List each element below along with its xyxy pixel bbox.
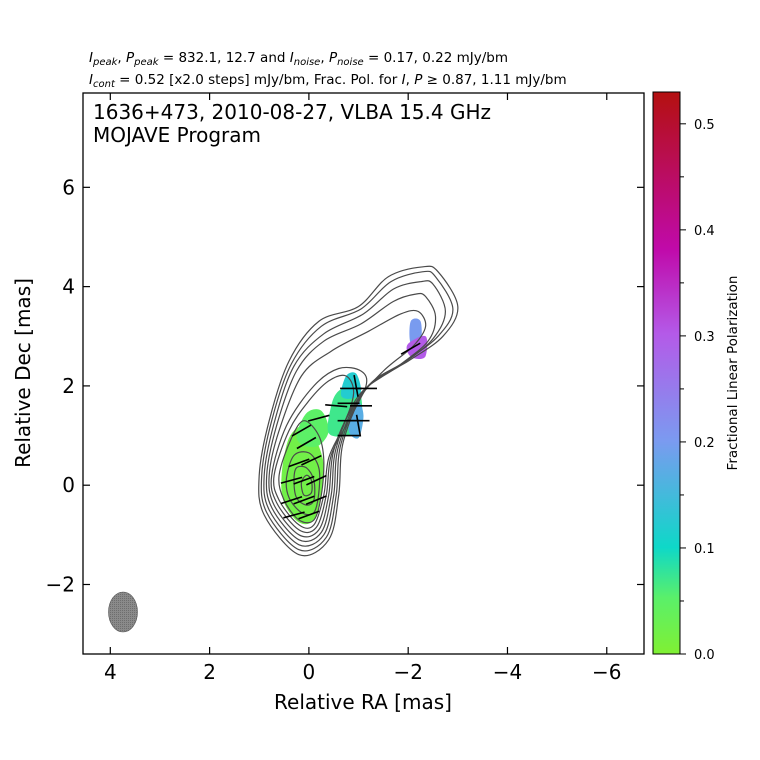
x-tick-label-5: −6 [592,660,621,684]
evpa-tick-8 [283,511,305,519]
colorbar-ticks: 0.0 0.1 0.2 0.3 0.4 0.5 [680,118,715,663]
colorbar-tick-label-2: 0.2 [694,436,715,451]
colorbar-tick-label-0: 0.0 [694,648,715,663]
header-line-1: Ipeak, Ppeak = 832.1, 12.7 and Inoise, P… [89,50,508,68]
contour-level-2 [260,270,454,552]
header-line-2: Icont = 0.52 [x2.0 steps] mJy/bm, Frac. … [89,72,567,90]
evpa-tick-3 [293,495,315,505]
evpa-tick-1 [280,476,303,484]
contour-level-4 [265,292,437,543]
evpa-tick-12 [307,414,330,422]
colorbar-tick-label-1: 0.1 [694,542,715,557]
contour-level-3 [263,280,447,547]
evpa-tick-13 [325,404,348,408]
evpa-tick-21 [353,374,359,397]
colorbar-label: Fractional Linear Polarization [725,276,741,471]
evpa-tick-10 [291,424,312,437]
x-tick-label-2: 0 [303,660,316,684]
y-axis-label: Relative Dec [mas] [11,278,35,468]
contour-level-1 [258,265,459,557]
evpa-tick-4 [280,495,303,505]
evpa-tick-23 [400,342,421,355]
y-ticks: −2 0 2 4 6 [46,175,644,596]
x-tick-label-0: 4 [104,660,117,684]
colorbar-tick-label-4: 0.4 [694,224,715,239]
y-tick-label-1: 0 [62,473,75,497]
x-tick-label-3: −2 [393,660,422,684]
y-tick-label-2: 2 [62,374,75,398]
contour-level-11 [300,474,313,497]
evpa-tick-2 [306,474,327,486]
evpa-layer [280,342,421,520]
y-tick-label-0: −2 [46,572,75,596]
beam-ellipse [108,591,138,633]
x-ticks: 4 2 0 −2 −4 −6 [104,93,622,684]
evpa-tick-7 [301,454,322,466]
colorbar-tick-label-5: 0.5 [694,118,715,133]
evpa-tick-11 [296,436,317,450]
y-tick-label-3: 4 [62,275,75,299]
x-tick-label-1: 2 [203,660,216,684]
colorbar [652,91,681,655]
pol-region-3 [340,372,362,399]
plot-title-line-1: 1636+473, 2010-08-27, VLBA 15.4 GHz [93,100,491,124]
contour-level-5 [268,309,427,538]
x-axis-label: Relative RA [mas] [274,690,452,714]
contour-level-9 [285,451,321,516]
evpa-tick-9 [298,510,320,520]
evpa-tick-6 [288,458,310,468]
pol-region-1 [296,409,329,448]
contour-level-7 [273,374,355,529]
evpa-tick-22 [355,414,362,437]
colorbar-tick-label-3: 0.3 [694,330,715,345]
evpa-tick-5 [305,495,327,505]
plot-title-line-2: MOJAVE Program [93,123,261,147]
x-tick-label-4: −4 [493,660,522,684]
y-tick-label-4: 6 [62,175,75,199]
evpa-tick-0 [293,475,315,485]
pol-region-6 [406,335,428,359]
plot-frame [82,92,645,655]
